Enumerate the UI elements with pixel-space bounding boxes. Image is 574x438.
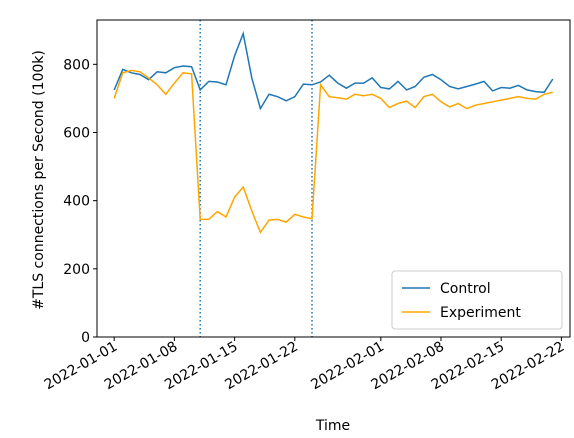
y-axis-label: #TLS connections per Second (100k) [31, 50, 47, 310]
x-axis-label: Time [315, 418, 350, 434]
legend-box [391, 270, 563, 330]
plot-frame [96, 19, 571, 338]
y-tick-label: 600 [63, 125, 90, 141]
data-line [113, 69, 553, 234]
y-tick-label: 0 [81, 330, 90, 346]
legend: Control Experiment [391, 270, 563, 330]
legend-label: Experiment [440, 305, 521, 321]
y-tick-label: 800 [63, 57, 90, 73]
y-tick-label: 200 [63, 262, 90, 278]
data-line [113, 30, 554, 111]
y-tick-label: 400 [63, 194, 90, 210]
legend-label: Control [440, 281, 491, 297]
